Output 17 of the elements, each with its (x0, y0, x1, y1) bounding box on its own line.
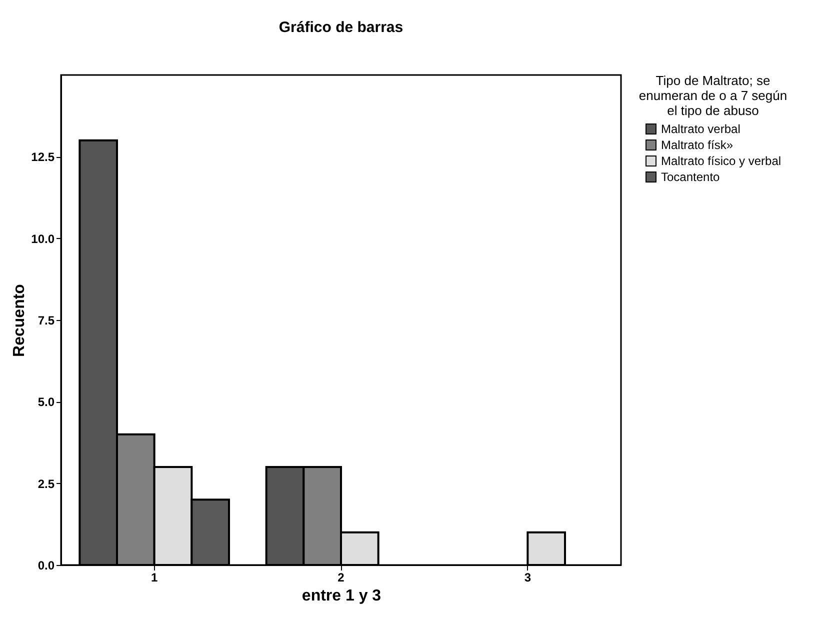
y-axis-title: Recuento (11, 284, 28, 357)
x-tick-label: 1 (150, 570, 158, 584)
y-tick-label: 5.0 (38, 395, 55, 410)
x-tick-label: 3 (524, 570, 532, 584)
legend-label: Tocantento (661, 170, 720, 184)
y-tick-label: 7.5 (38, 314, 55, 328)
y-tick-label: 10.0 (31, 232, 55, 246)
legend-label: Maltrato físico y verbal (661, 154, 782, 168)
y-tick-label: 2.5 (38, 476, 55, 491)
legend-label: Maltrato verbal (661, 122, 740, 136)
legend-label: Maltrato físk» (661, 138, 734, 152)
legend-title: Tipo de Maltrato; se enumeran de o a 7 según el tipo de abuso (638, 73, 788, 118)
x-axis-title: entre 1 y 3 (302, 588, 382, 604)
x-tick-label: 2 (338, 570, 345, 584)
y-tick-label: 12.5 (31, 150, 55, 164)
y-tick-label: 0.0 (38, 558, 55, 572)
chart-title: Gráfico de barras (278, 19, 404, 36)
